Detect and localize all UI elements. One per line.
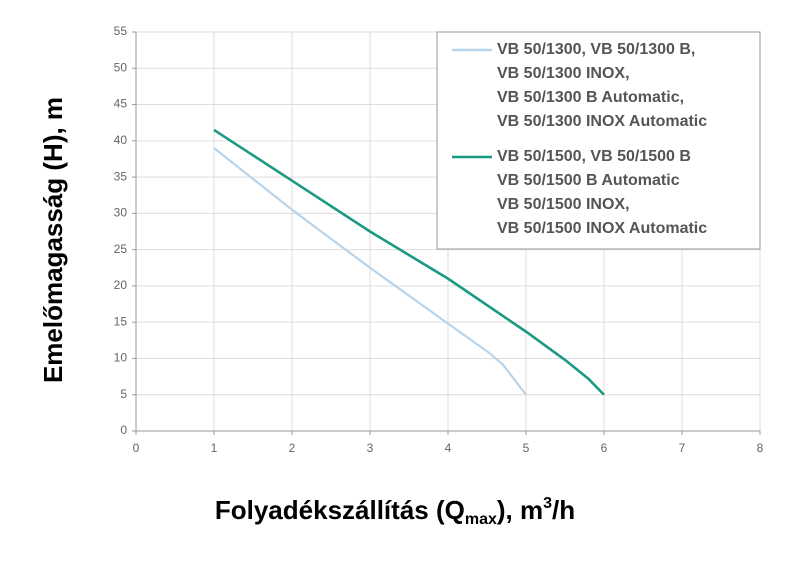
x-label-end: /h (552, 495, 575, 525)
x-tick-label: 4 (445, 441, 452, 455)
y-tick-label: 35 (114, 169, 128, 183)
legend-label: VB 50/1300, VB 50/1300 B, (497, 41, 695, 58)
legend-label: VB 50/1500 B Automatic (497, 172, 680, 189)
legend-label: VB 50/1500 INOX, (497, 196, 630, 213)
x-tick-label: 3 (367, 441, 374, 455)
x-tick-label: 6 (601, 441, 608, 455)
x-label-after: ), m (497, 495, 543, 525)
x-tick-label: 5 (523, 441, 530, 455)
x-label-main: Folyadékszállítás (Q (215, 495, 465, 525)
y-tick-label: 25 (114, 242, 128, 256)
legend-label: VB 50/1500 INOX Automatic (497, 220, 707, 237)
x-tick-label: 8 (757, 441, 764, 455)
y-tick-label: 5 (120, 387, 127, 401)
x-axis-label: Folyadékszállítás (Qmax), m3/h (215, 495, 575, 528)
x-tick-label: 2 (289, 441, 296, 455)
x-tick-label: 7 (679, 441, 686, 455)
x-label-sup: 3 (543, 495, 552, 512)
legend-box (436, 31, 761, 250)
y-tick-label: 50 (114, 60, 128, 74)
legend-label: VB 50/1300 INOX Automatic (497, 113, 707, 130)
data-line (213, 128, 605, 396)
legend-label: VB 50/1300 INOX, (497, 65, 630, 82)
legend: VB 50/1300, VB 50/1300 B, VB 50/1300 INOX… (436, 31, 761, 250)
y-tick-label: 30 (114, 206, 128, 220)
legend-label: VB 50/1300 B Automatic, (497, 89, 684, 106)
y-axis-label: Emelőmagasság (H), m (38, 97, 68, 383)
y-tick-label: 0 (120, 423, 127, 437)
y-tick-label: 55 (114, 24, 128, 38)
y-tick-label: 20 (114, 278, 128, 292)
legend-label: VB 50/1500, VB 50/1500 B (497, 148, 691, 165)
y-tick-label: 40 (114, 133, 128, 147)
x-tick-label: 1 (211, 441, 218, 455)
y-tick-label: 10 (114, 351, 128, 365)
data-line (213, 147, 527, 396)
y-tick-label: 45 (114, 97, 128, 111)
x-label-sub: max (465, 511, 497, 528)
x-tick-label: 0 (133, 441, 140, 455)
y-tick-label: 15 (114, 314, 128, 328)
